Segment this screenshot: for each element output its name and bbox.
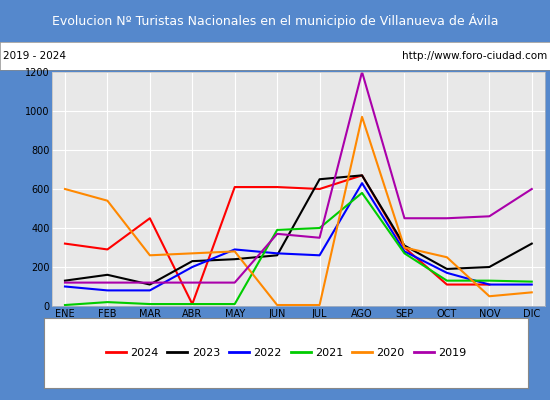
- Text: http://www.foro-ciudad.com: http://www.foro-ciudad.com: [402, 51, 547, 61]
- Text: 2019 - 2024: 2019 - 2024: [3, 51, 66, 61]
- Text: Evolucion Nº Turistas Nacionales en el municipio de Villanueva de Ávila: Evolucion Nº Turistas Nacionales en el m…: [52, 14, 498, 28]
- Legend: 2024, 2023, 2022, 2021, 2020, 2019: 2024, 2023, 2022, 2021, 2020, 2019: [101, 344, 471, 362]
